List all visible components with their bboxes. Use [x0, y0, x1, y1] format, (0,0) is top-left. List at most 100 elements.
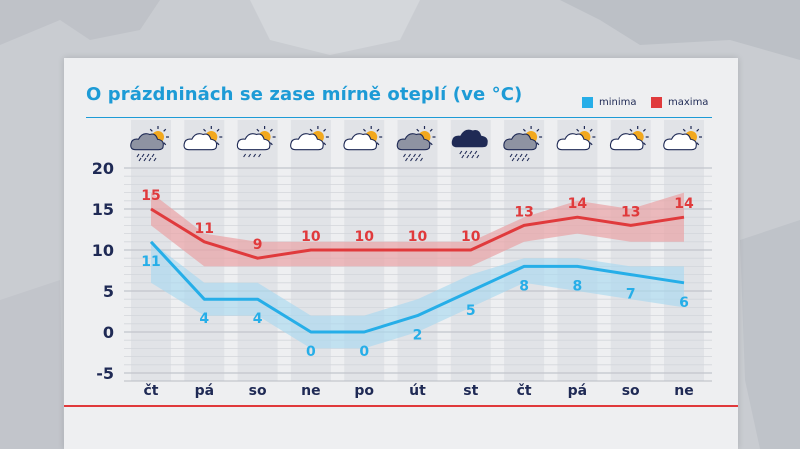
- rain-drop: [410, 157, 413, 162]
- cloud: [343, 133, 378, 151]
- legend-minima: minima: [582, 95, 637, 109]
- rain-drop: [405, 157, 408, 162]
- rain-drop: [459, 150, 463, 155]
- rain-drop: [469, 150, 473, 155]
- legend-maxima-label: maxima: [668, 96, 709, 108]
- minima-data-label: 8: [573, 278, 583, 294]
- rain-drop: [153, 157, 157, 162]
- minima-uncertainty-band: [151, 241, 684, 349]
- maxima-data-label: 9: [253, 237, 263, 253]
- rain-drop: [258, 153, 262, 158]
- rain-drop: [466, 154, 470, 159]
- partly-cloudy-icon: [663, 126, 702, 151]
- bottom-rule: [64, 405, 738, 407]
- rain-drop: [141, 153, 145, 158]
- rain-drop: [413, 153, 416, 158]
- rain-drop: [516, 157, 520, 162]
- x-tick-label: pá: [195, 383, 214, 399]
- rain-drop: [418, 153, 421, 158]
- legend-maxima: maxima: [651, 95, 708, 109]
- maxima-data-label: 10: [461, 229, 481, 245]
- x-tick-label: st: [463, 383, 478, 399]
- rain-drop: [415, 157, 418, 162]
- y-tick-label: 5: [103, 282, 114, 301]
- minima-data-label: 11: [141, 254, 160, 270]
- minima-data-label: 4: [199, 311, 209, 327]
- sun-ray: [323, 128, 327, 132]
- y-tick-label: -5: [96, 364, 114, 383]
- sun-ray: [362, 128, 366, 132]
- sun-ray: [536, 128, 540, 132]
- sun-ray: [216, 142, 220, 146]
- rain-drop: [514, 153, 518, 158]
- partly-cloudy-light-rain-icon: [236, 126, 276, 158]
- sun-ray: [269, 142, 273, 146]
- maxima-data-label: 10: [408, 229, 428, 245]
- maxima-data-label: 14: [568, 196, 588, 212]
- sun-ray: [163, 128, 167, 132]
- minima-data-label: 0: [306, 344, 316, 360]
- sun-ray: [323, 142, 327, 146]
- rain-drop: [136, 153, 140, 158]
- x-tick-label: čt: [144, 383, 159, 399]
- sun-ray: [163, 142, 167, 146]
- sun-ray: [429, 142, 433, 146]
- maxima-line: [150, 207, 685, 260]
- x-tick-label: út: [409, 383, 426, 399]
- minima-data-label: 4: [253, 311, 263, 327]
- rain-drop: [146, 153, 150, 158]
- cloud: [609, 133, 644, 151]
- cloud: [663, 133, 697, 151]
- cloud: [396, 133, 431, 151]
- legend-maxima-swatch: [651, 96, 662, 108]
- rain-drop: [521, 157, 525, 162]
- cloud: [236, 133, 271, 151]
- sun-ray: [696, 128, 700, 132]
- sun-ray: [589, 142, 593, 146]
- cloud: [503, 133, 537, 151]
- sun-ray: [629, 128, 633, 132]
- rain-drop: [253, 153, 257, 158]
- rain-drop: [403, 153, 406, 158]
- rain-drop: [408, 153, 411, 158]
- rain-drop: [248, 153, 252, 158]
- legend-minima-label: minima: [599, 96, 637, 108]
- minima-data-label: 8: [519, 278, 529, 294]
- sun-ray: [696, 142, 700, 146]
- maxima-uncertainty-band: [151, 192, 684, 267]
- maxima-data-label: 13: [621, 204, 640, 220]
- y-tick-label: 0: [103, 323, 114, 342]
- maxima-data-label: 14: [674, 196, 694, 212]
- y-tick-label: 10: [92, 241, 114, 260]
- y-tick-label: 20: [92, 159, 114, 178]
- title-rule: [86, 117, 712, 118]
- partly-cloudy-rain-icon: [503, 126, 543, 162]
- sun-ray: [642, 128, 646, 132]
- maxima-data-label: 10: [301, 229, 321, 245]
- legend-minima-swatch: [582, 96, 593, 108]
- x-tick-label: so: [249, 383, 267, 399]
- rain-drop: [420, 157, 423, 162]
- sun-ray: [203, 128, 207, 132]
- cloud: [130, 133, 164, 151]
- minima-data-label: 6: [679, 295, 689, 311]
- partly-cloudy-icon: [343, 126, 383, 151]
- rain-drop: [464, 150, 468, 155]
- x-tick-label: po: [354, 383, 374, 399]
- minima-line: [149, 240, 685, 334]
- sun-ray: [642, 142, 646, 146]
- minima-data-label: 2: [413, 328, 423, 344]
- cloud: [556, 133, 591, 151]
- partly-cloudy-icon: [556, 126, 596, 151]
- sun-ray: [269, 128, 273, 132]
- maxima-data-label: 11: [195, 221, 214, 237]
- cloud: [290, 133, 324, 151]
- sun-ray: [416, 128, 420, 132]
- cloud: [183, 133, 218, 151]
- maxima-data-label: 15: [141, 188, 160, 204]
- rain-drop: [476, 154, 480, 159]
- rain-drop: [461, 154, 465, 159]
- x-tick-label: ne: [674, 383, 693, 399]
- rain-drop: [474, 150, 478, 155]
